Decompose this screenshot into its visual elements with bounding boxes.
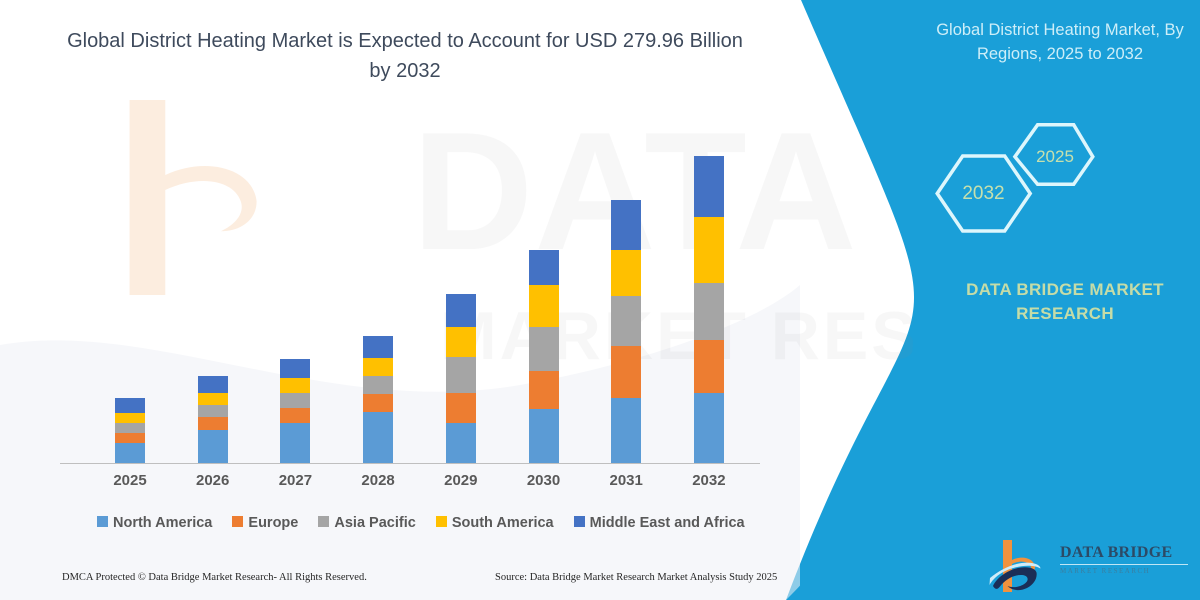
svg-text:2025: 2025 — [1036, 147, 1074, 166]
svg-text:2032: 2032 — [962, 183, 1004, 204]
